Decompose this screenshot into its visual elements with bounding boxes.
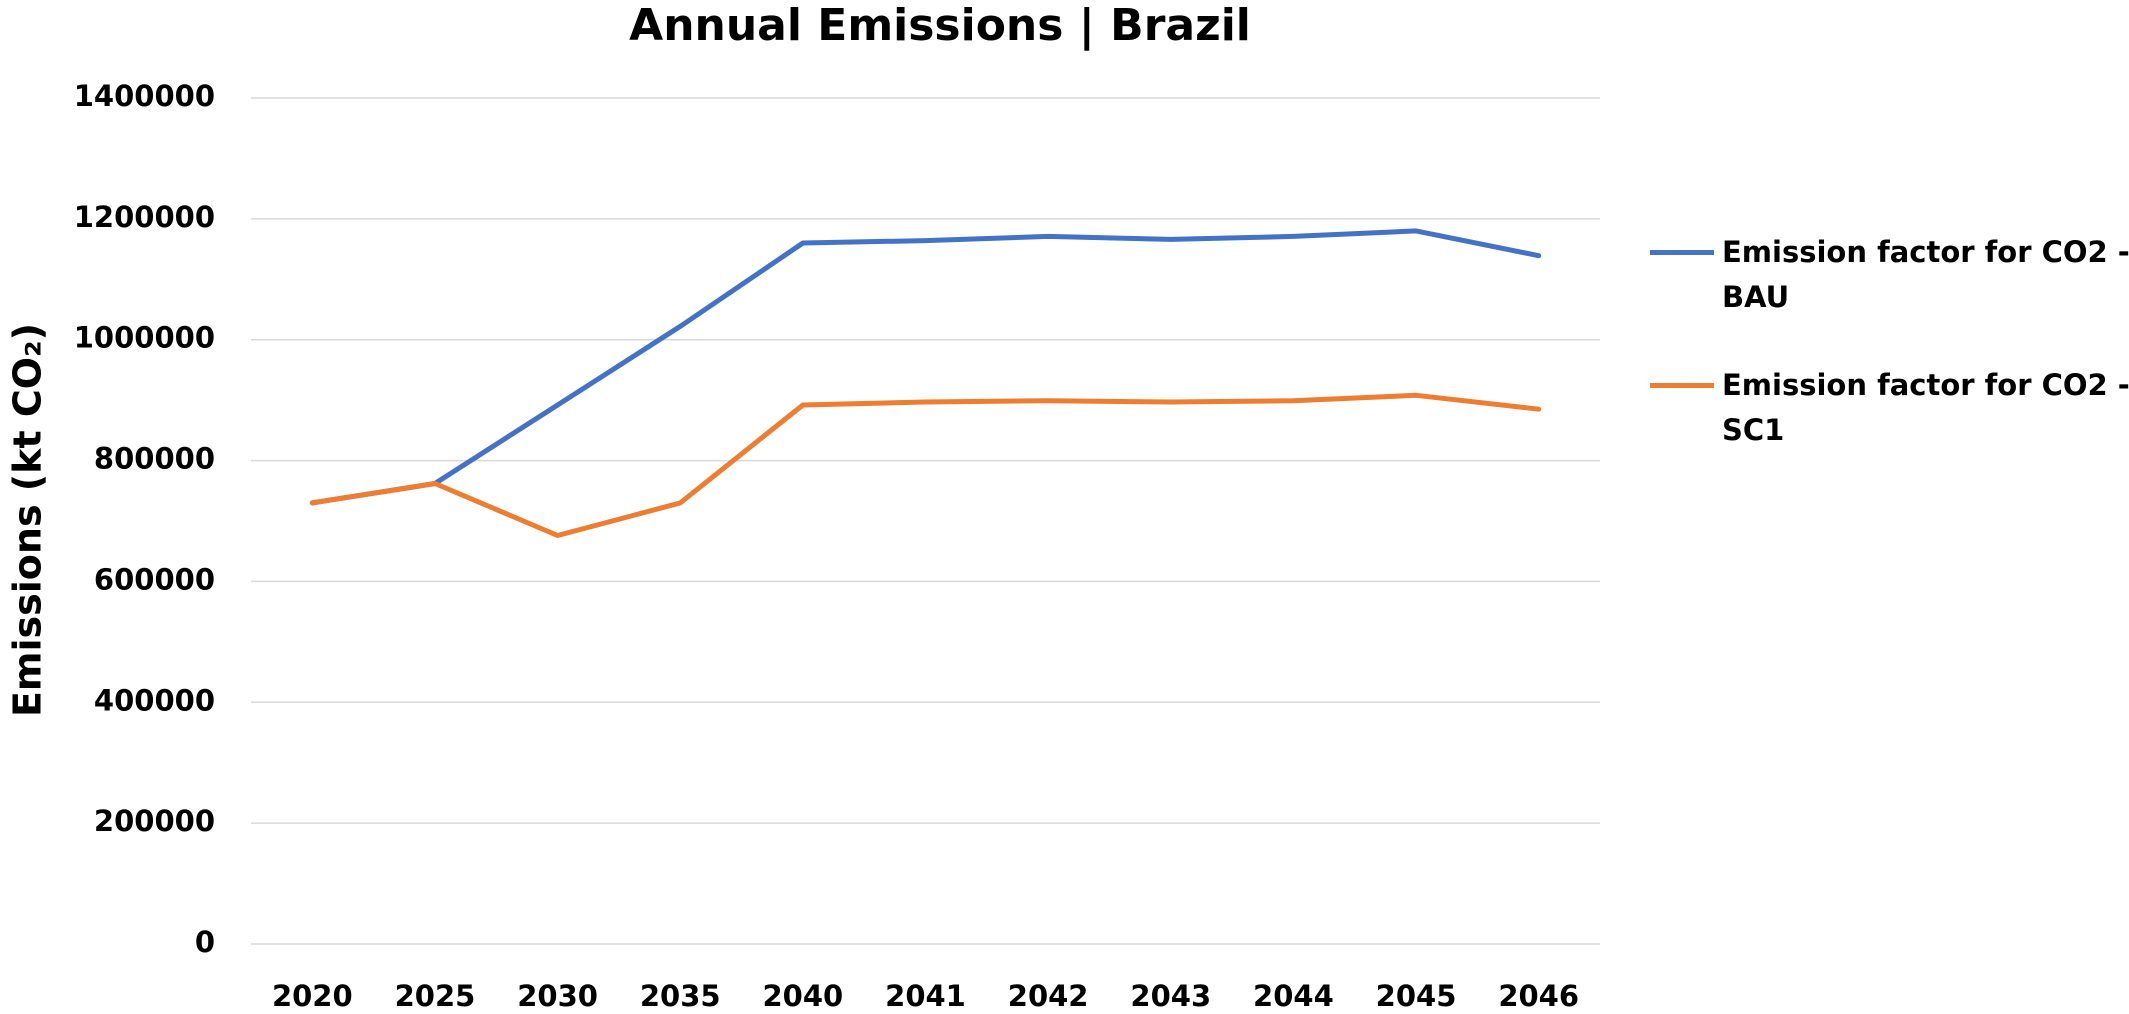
x-tick-label: 2045 [1376,979,1457,1013]
y-axis-label: Emissions (kt CO₂) [6,323,50,717]
x-tick-label: 2042 [1008,979,1089,1013]
chart-title: Annual Emissions | Brazil [629,0,1251,51]
y-tick-label: 600000 [94,562,215,596]
legend-swatch [1650,383,1714,388]
y-tick-label: 1000000 [74,321,215,355]
y-tick-label: 0 [195,925,215,959]
y-tick-label: 800000 [94,442,215,476]
y-tick-label: 400000 [94,683,215,717]
x-tick-label: 2043 [1130,979,1211,1013]
y-tick-label: 200000 [94,804,215,838]
x-tick-label: 2025 [395,979,476,1013]
y-tick-label: 1200000 [74,200,215,234]
series-line [309,228,1542,506]
x-tick-label: 2030 [517,979,598,1013]
x-tick-label: 2040 [763,979,844,1013]
legend-label: Emission factor for CO2 - SC1 [1722,368,2129,447]
x-tick-label: 2046 [1498,979,1579,1013]
legend-label: Emission factor for CO2 - BAU [1722,235,2129,314]
series-line [309,392,1542,538]
x-tick-label: 2044 [1253,979,1334,1013]
legend-swatch [1650,250,1714,255]
y-tick-label: 1400000 [74,79,215,113]
x-tick-label: 2035 [640,979,721,1013]
x-tick-label: 2041 [885,979,966,1013]
x-tick-label: 2020 [272,979,353,1013]
